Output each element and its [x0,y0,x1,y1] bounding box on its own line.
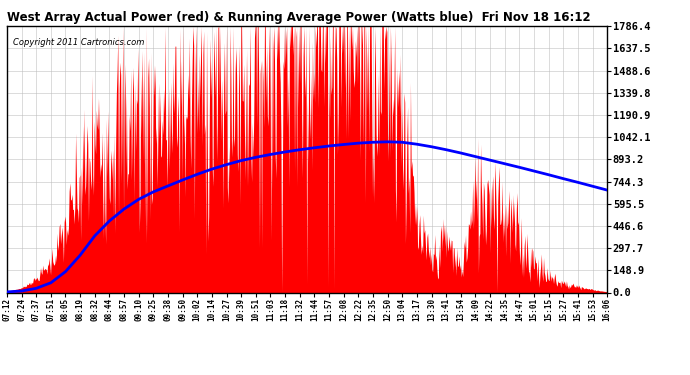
Text: West Array Actual Power (red) & Running Average Power (Watts blue)  Fri Nov 18 1: West Array Actual Power (red) & Running … [7,11,591,24]
Text: Copyright 2011 Cartronics.com: Copyright 2011 Cartronics.com [13,38,144,47]
